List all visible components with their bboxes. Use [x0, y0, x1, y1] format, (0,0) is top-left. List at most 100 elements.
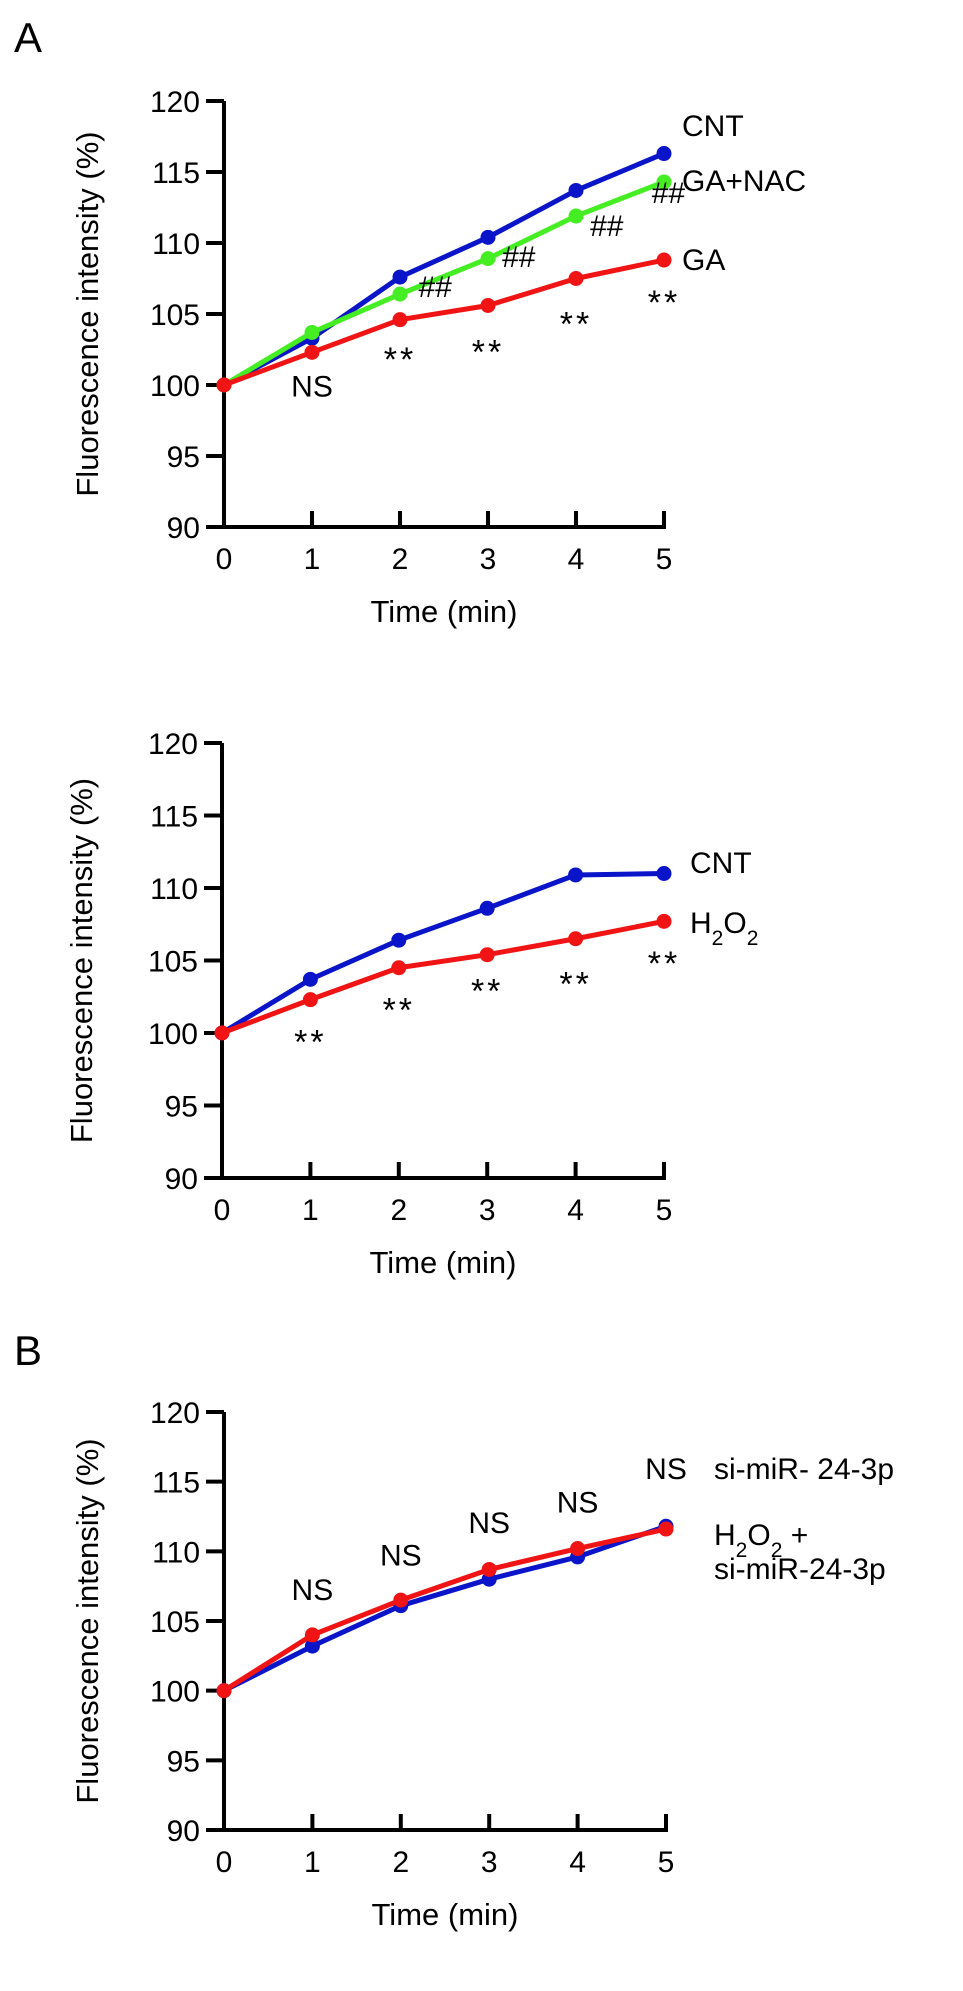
y-tick-label: 95: [165, 1091, 198, 1124]
y-tick-label: 120: [150, 86, 200, 119]
significance-annotation: NS: [468, 1507, 510, 1540]
data-point: [568, 867, 584, 883]
significance-annotation: NS: [291, 370, 333, 403]
data-point: [392, 312, 408, 328]
data-point: [656, 913, 672, 929]
panel-label-b: B: [14, 1327, 42, 1374]
data-point: [302, 992, 318, 1008]
data-point: [214, 1025, 230, 1041]
y-tick-label: 95: [167, 441, 200, 474]
data-point: [481, 1561, 497, 1577]
data-point: [656, 174, 672, 190]
significance-annotation: ##: [652, 177, 686, 210]
data-point: [570, 1541, 586, 1557]
data-point: [391, 932, 407, 948]
y-axis-label: Fluorescence intensity (%): [64, 778, 99, 1143]
significance-annotation: **: [560, 305, 592, 343]
series-label: H2O2: [690, 907, 758, 950]
data-point: [480, 297, 496, 313]
significance-annotation: NS: [380, 1539, 422, 1572]
series-label: GA: [682, 244, 725, 277]
series-line: [222, 179, 665, 388]
y-tick-label: 120: [148, 728, 198, 761]
y-tick-label: 90: [167, 1815, 200, 1848]
significance-annotation: **: [472, 334, 504, 372]
series-line: [221, 918, 665, 1036]
data-point: [393, 1592, 409, 1608]
data-point: [479, 900, 495, 916]
series-line: [222, 1526, 667, 1693]
x-axis-label: Time (min): [372, 1897, 519, 1932]
significance-annotation: **: [384, 341, 416, 379]
y-tick-label: 110: [152, 228, 200, 261]
y-tick-label: 120: [150, 1397, 200, 1430]
x-tick-label: 4: [567, 1194, 584, 1227]
significance-annotation: **: [559, 965, 591, 1003]
y-tick-label: 115: [152, 1467, 200, 1500]
data-point: [391, 960, 407, 976]
x-tick-label: 2: [392, 1846, 409, 1879]
data-point: [658, 1521, 674, 1537]
x-axis-label: Time (min): [371, 594, 518, 629]
y-tick-label: 110: [150, 873, 198, 906]
significance-annotation: NS: [645, 1453, 687, 1486]
data-point: [302, 971, 318, 987]
series-label: H2O2 + si-miR-24-3p: [714, 1519, 886, 1586]
y-axis-label: Fluorescence intensity (%): [70, 131, 105, 496]
x-tick-label: 4: [569, 1846, 586, 1879]
y-tick-label: 100: [148, 1018, 198, 1051]
y-tick-label: 105: [150, 1606, 200, 1639]
data-point: [304, 324, 320, 340]
series-label: CNT: [690, 847, 752, 880]
panel-label-a: A: [14, 14, 42, 61]
x-tick-label: 5: [656, 543, 673, 576]
series-line: [222, 1523, 667, 1693]
y-tick-label: 105: [148, 946, 198, 979]
x-tick-label: 3: [480, 543, 497, 576]
significance-annotation: ##: [590, 210, 624, 243]
series-line: [223, 257, 665, 388]
data-point: [656, 252, 672, 268]
y-tick-label: 115: [150, 801, 198, 834]
y-tick-label: 100: [150, 1676, 200, 1709]
significance-annotation: **: [471, 973, 503, 1011]
significance-annotation: ##: [502, 241, 536, 274]
x-tick-label: 1: [304, 1846, 321, 1879]
data-point: [568, 931, 584, 947]
y-tick-label: 115: [152, 157, 200, 190]
data-point: [480, 251, 496, 267]
x-axis-label: Time (min): [370, 1245, 517, 1280]
chart-a-top: 90 95 100 105 110 115 120 0 1 2 3 4 5 Time (min) Fluor…: [70, 86, 806, 629]
data-point: [568, 271, 584, 286]
y-tick-label: 100: [150, 370, 200, 403]
significance-annotation: NS: [292, 1574, 334, 1607]
x-tick-label: 4: [568, 543, 585, 576]
data-point: [656, 866, 672, 881]
data-point: [656, 146, 672, 162]
data-point: [568, 182, 584, 198]
significance-annotation: **: [648, 284, 680, 322]
data-point: [216, 377, 232, 393]
data-point: [480, 229, 496, 245]
data-point: [392, 286, 408, 302]
x-tick-label: 1: [302, 1194, 319, 1227]
x-tick-label: 5: [656, 1194, 673, 1227]
y-tick-label: 90: [167, 512, 200, 545]
significance-annotation: NS: [557, 1486, 599, 1519]
series-line: [220, 871, 665, 1036]
chart-b: 90 95 100 105 110 115 120 0 1 2 3 4 5 Time (min) Fluor…: [70, 1397, 894, 1932]
significance-annotation: ##: [419, 271, 453, 304]
data-point: [304, 344, 320, 360]
y-tick-label: 90: [165, 1163, 198, 1196]
x-tick-label: 1: [304, 543, 321, 576]
chart-a-bottom: 90 95 100 105 110 115 120 0 1 2 3 4 5 Time (min) Fluor…: [64, 728, 758, 1280]
significance-annotation: **: [383, 991, 415, 1029]
x-tick-label: 2: [392, 543, 409, 576]
data-point: [216, 1683, 232, 1699]
x-tick-label: 5: [658, 1846, 675, 1879]
x-tick-label: 0: [216, 543, 233, 576]
significance-annotation: **: [648, 945, 680, 983]
y-tick-label: 105: [150, 299, 200, 332]
series-label: CNT: [682, 110, 744, 143]
